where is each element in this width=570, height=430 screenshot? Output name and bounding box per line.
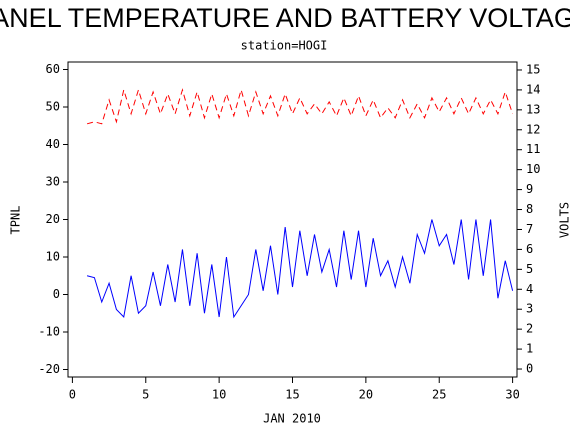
x-tick-label: 20 bbox=[359, 388, 373, 402]
y-tick-label: -10 bbox=[38, 325, 60, 339]
x-tick-label: 15 bbox=[285, 388, 299, 402]
y2-tick-label: 9 bbox=[526, 182, 533, 196]
y2-tick-label: 5 bbox=[526, 262, 533, 276]
x-tick-label: 5 bbox=[142, 388, 149, 402]
series-line bbox=[86, 87, 514, 125]
chart-subtitle: station=HOGI bbox=[241, 39, 328, 53]
y2-tick-label: 14 bbox=[526, 82, 540, 96]
y2-tick-label: 13 bbox=[526, 102, 540, 116]
y2-tick-label: 8 bbox=[526, 202, 533, 216]
y-tick-label: 60 bbox=[46, 62, 60, 76]
plot-frame bbox=[67, 61, 518, 378]
y-tick-label: -20 bbox=[38, 362, 60, 376]
y2-tick-label: 7 bbox=[526, 222, 533, 236]
y-tick-label: 50 bbox=[46, 100, 60, 114]
x-tick-label: 25 bbox=[432, 388, 446, 402]
y-tick-label: 30 bbox=[46, 175, 60, 189]
y-tick-label: 0 bbox=[53, 287, 60, 301]
y-tick-label: 10 bbox=[46, 250, 60, 264]
y2-tick-label: 1 bbox=[526, 342, 533, 356]
chart-title: PANEL TEMPERATURE AND BATTERY VOLTAGE bbox=[0, 3, 570, 33]
y2-tick-label: 12 bbox=[526, 122, 540, 136]
y2-tick-label: 4 bbox=[526, 282, 533, 296]
x-axis-label: JAN 2010 bbox=[263, 412, 321, 426]
y-tick-label: 20 bbox=[46, 212, 60, 226]
x-tick-label: 30 bbox=[505, 388, 519, 402]
x-tick-label: 10 bbox=[212, 388, 226, 402]
series-line bbox=[86, 219, 514, 319]
y2-tick-label: 11 bbox=[526, 142, 540, 156]
y-tick-label: 40 bbox=[46, 137, 60, 151]
y-axis-label: TPNL bbox=[9, 206, 23, 235]
y2-tick-label: 0 bbox=[526, 362, 533, 376]
y2-tick-label: 15 bbox=[526, 62, 540, 76]
y2-axis-label: VOLTS bbox=[558, 202, 570, 238]
x-tick-label: 0 bbox=[69, 388, 76, 402]
y2-tick-label: 10 bbox=[526, 162, 540, 176]
y2-tick-label: 6 bbox=[526, 242, 533, 256]
y2-tick-label: 2 bbox=[526, 322, 533, 336]
y2-tick-label: 3 bbox=[526, 302, 533, 316]
